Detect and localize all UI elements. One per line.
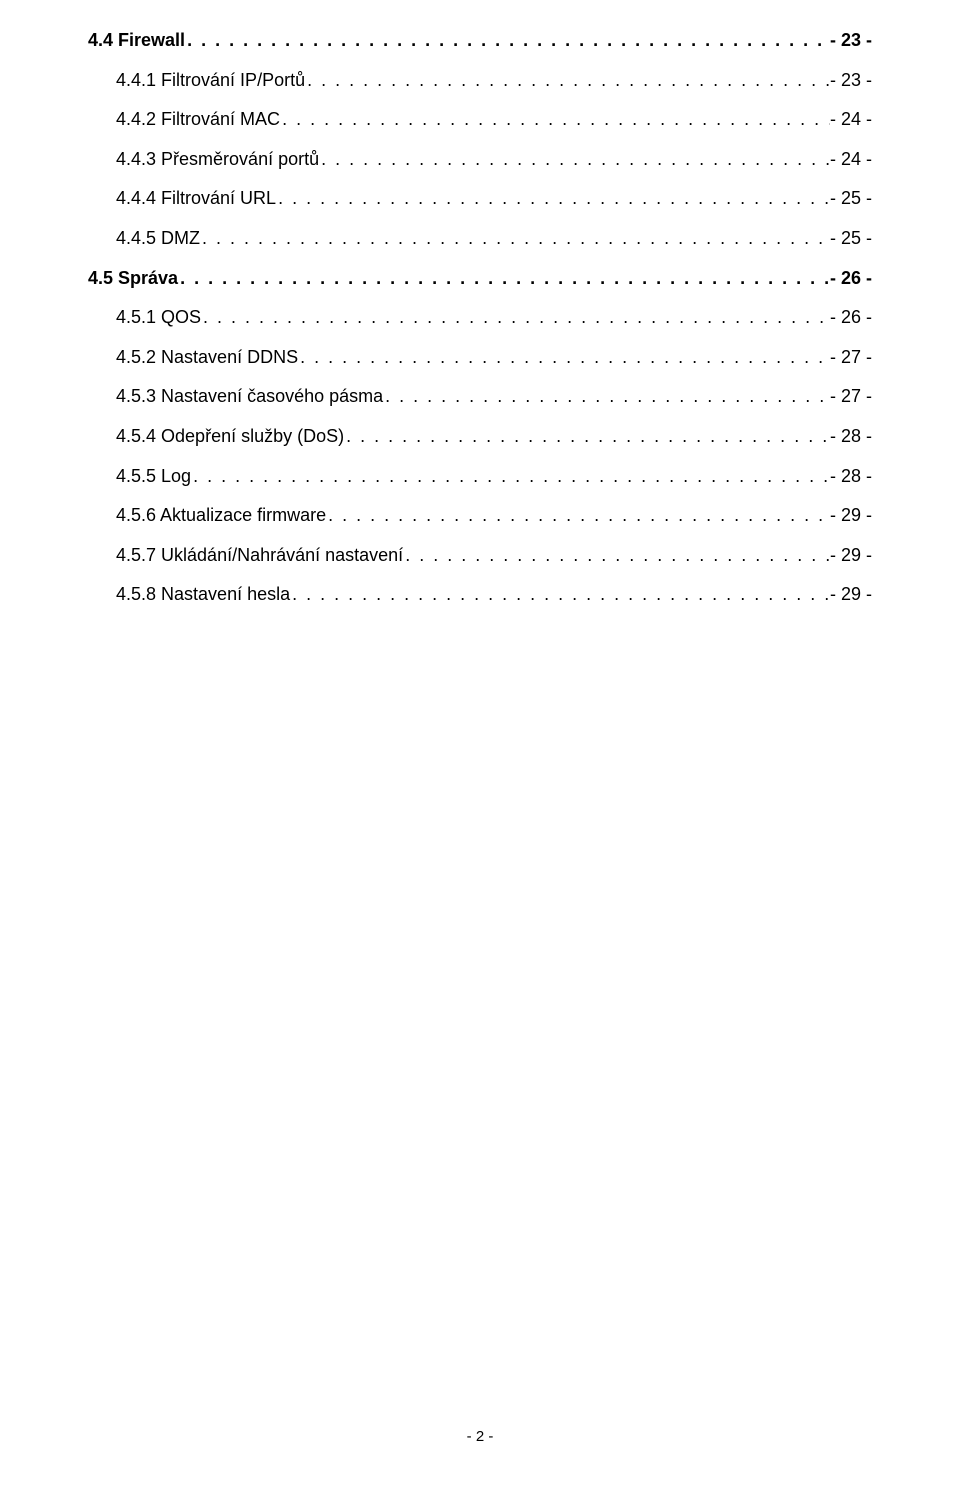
toc-leader-dots: . . . . . . . . . . . . . . . . . . . . … — [185, 30, 830, 52]
toc-label: 4.5.4 Odepření služby (DoS) — [116, 426, 344, 448]
toc-leader-dots: . . . . . . . . . . . . . . . . . . . . … — [280, 109, 830, 131]
toc-leader-dots: . . . . . . . . . . . . . . . . . . . . … — [305, 70, 830, 92]
toc-leader-dots: . . . . . . . . . . . . . . . . . . . . … — [383, 386, 830, 408]
toc-page: - 26 - — [830, 268, 872, 290]
toc-leader-dots: . . . . . . . . . . . . . . . . . . . . … — [290, 584, 830, 606]
document-page: 4.4 Firewall . . . . . . . . . . . . . .… — [0, 0, 960, 1491]
toc-entry: 4.5.4 Odepření služby (DoS) . . . . . . … — [88, 426, 872, 448]
toc-page: - 29 - — [830, 545, 872, 567]
toc-label: 4.5.8 Nastavení hesla — [116, 584, 290, 606]
toc-label: 4.4.5 DMZ — [116, 228, 200, 250]
toc-leader-dots: . . . . . . . . . . . . . . . . . . . . … — [298, 347, 830, 369]
toc-entry: 4.5 Správa . . . . . . . . . . . . . . .… — [88, 268, 872, 290]
toc-leader-dots: . . . . . . . . . . . . . . . . . . . . … — [191, 466, 830, 488]
toc-page: - 25 - — [830, 188, 872, 210]
toc-entry: 4.5.8 Nastavení hesla . . . . . . . . . … — [88, 584, 872, 606]
toc-entry: 4.5.6 Aktualizace firmware . . . . . . .… — [88, 505, 872, 527]
toc-entry: 4.5.5 Log . . . . . . . . . . . . . . . … — [88, 466, 872, 488]
toc-entry: 4.5.3 Nastavení časového pásma . . . . .… — [88, 386, 872, 408]
toc-page: - 28 - — [830, 426, 872, 448]
toc-page: - 28 - — [830, 466, 872, 488]
toc-page: - 23 - — [830, 30, 872, 52]
toc-page: - 24 - — [830, 109, 872, 131]
toc-label: 4.5.1 QOS — [116, 307, 201, 329]
toc-label: 4.5.5 Log — [116, 466, 191, 488]
toc-label: 4.4.2 Filtrování MAC — [116, 109, 280, 131]
toc-entry: 4.4.2 Filtrování MAC . . . . . . . . . .… — [88, 109, 872, 131]
toc-page: - 27 - — [830, 347, 872, 369]
toc-leader-dots: . . . . . . . . . . . . . . . . . . . . … — [178, 268, 830, 290]
toc-entry: 4.4.1 Filtrování IP/Portů . . . . . . . … — [88, 70, 872, 92]
toc-entry: 4.4.5 DMZ . . . . . . . . . . . . . . . … — [88, 228, 872, 250]
toc-leader-dots: . . . . . . . . . . . . . . . . . . . . … — [403, 545, 830, 567]
toc-leader-dots: . . . . . . . . . . . . . . . . . . . . … — [344, 426, 830, 448]
toc-entry: 4.4.4 Filtrování URL . . . . . . . . . .… — [88, 188, 872, 210]
toc-entry: 4.5.1 QOS . . . . . . . . . . . . . . . … — [88, 307, 872, 329]
toc-label: 4.5.6 Aktualizace firmware — [116, 505, 326, 527]
toc-leader-dots: . . . . . . . . . . . . . . . . . . . . … — [201, 307, 830, 329]
toc-label: 4.4.3 Přesměrování portů — [116, 149, 319, 171]
toc-label: 4.5.7 Ukládání/Nahrávání nastavení — [116, 545, 403, 567]
toc-page: - 27 - — [830, 386, 872, 408]
toc-entry: 4.4.3 Přesměrování portů . . . . . . . .… — [88, 149, 872, 171]
toc-label: 4.5 Správa — [88, 268, 178, 290]
toc-label: 4.5.3 Nastavení časového pásma — [116, 386, 383, 408]
toc-entry: 4.5.7 Ukládání/Nahrávání nastavení . . .… — [88, 545, 872, 567]
toc-page: - 29 - — [830, 505, 872, 527]
toc-page: - 25 - — [830, 228, 872, 250]
toc-page: - 29 - — [830, 584, 872, 606]
toc-page: - 24 - — [830, 149, 872, 171]
toc-leader-dots: . . . . . . . . . . . . . . . . . . . . … — [319, 149, 830, 171]
toc-leader-dots: . . . . . . . . . . . . . . . . . . . . … — [326, 505, 830, 527]
toc-label: 4.4.4 Filtrování URL — [116, 188, 276, 210]
toc-leader-dots: . . . . . . . . . . . . . . . . . . . . … — [276, 188, 830, 210]
toc-page: - 23 - — [830, 70, 872, 92]
toc-leader-dots: . . . . . . . . . . . . . . . . . . . . … — [200, 228, 830, 250]
toc-entry: 4.4 Firewall . . . . . . . . . . . . . .… — [88, 30, 872, 52]
toc-label: 4.5.2 Nastavení DDNS — [116, 347, 298, 369]
toc-page: - 26 - — [830, 307, 872, 329]
toc-label: 4.4 Firewall — [88, 30, 185, 52]
page-number-footer: - 2 - — [0, 1428, 960, 1445]
toc-label: 4.4.1 Filtrování IP/Portů — [116, 70, 305, 92]
toc-entry: 4.5.2 Nastavení DDNS . . . . . . . . . .… — [88, 347, 872, 369]
